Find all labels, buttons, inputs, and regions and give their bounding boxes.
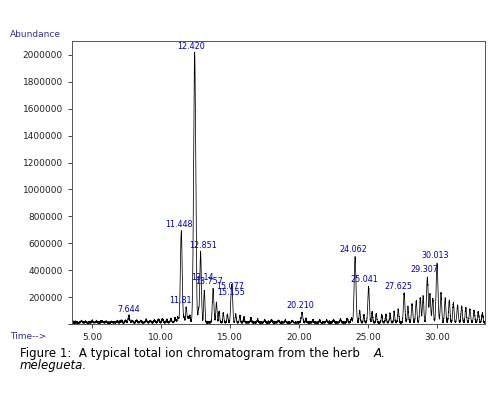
Text: 15.155: 15.155 [217,288,245,297]
Text: 11.448: 11.448 [165,220,193,228]
Text: 15.077: 15.077 [216,282,244,290]
Text: 11.81: 11.81 [169,296,192,305]
Text: Figure 1:  A typical total ion chromatogram from the herb: Figure 1: A typical total ion chromatogr… [20,347,363,360]
Text: 13.14: 13.14 [192,273,214,282]
Text: 25.041: 25.041 [350,275,378,284]
Text: melegueta.: melegueta. [20,359,87,372]
Text: 13.757: 13.757 [196,277,223,286]
Text: 20.210: 20.210 [287,301,314,310]
Text: 30.013: 30.013 [422,251,449,260]
Text: Time-->: Time--> [10,332,46,342]
Text: 12.851: 12.851 [189,241,216,250]
Text: 12.420: 12.420 [177,42,205,51]
Text: 7.644: 7.644 [117,305,140,314]
Text: Abundance: Abundance [10,30,61,39]
Text: A.: A. [374,347,386,360]
Text: 27.625: 27.625 [384,282,412,290]
Text: 29.307: 29.307 [410,266,439,274]
Text: 24.062: 24.062 [339,245,367,254]
